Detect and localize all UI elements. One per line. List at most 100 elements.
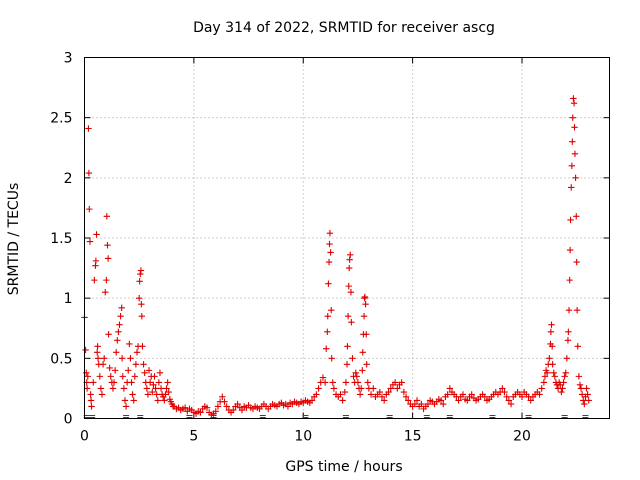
data-point — [223, 403, 230, 410]
data-point — [501, 388, 508, 396]
data-point — [413, 397, 421, 404]
data-point — [162, 391, 169, 398]
data-point — [165, 388, 172, 396]
data-point — [85, 169, 93, 177]
data-point — [499, 385, 506, 392]
gap-marker — [423, 414, 430, 419]
data-points — [81, 95, 592, 419]
data-point — [559, 385, 566, 392]
data-point — [566, 276, 573, 284]
data-point — [130, 397, 137, 404]
data-point — [344, 343, 351, 350]
data-point — [145, 367, 153, 374]
data-point — [104, 255, 112, 262]
data-point — [549, 361, 556, 368]
data-point — [356, 391, 364, 398]
data-point — [570, 95, 577, 102]
x-tick-label: 10 — [294, 429, 312, 445]
data-point — [571, 124, 578, 131]
data-point — [330, 385, 338, 392]
data-point — [153, 391, 160, 398]
data-point — [117, 313, 124, 320]
data-point — [329, 379, 336, 386]
data-point — [503, 393, 510, 401]
y-tick-label: 0 — [64, 412, 73, 428]
data-point — [376, 388, 384, 396]
data-point — [345, 264, 353, 272]
data-point — [91, 276, 98, 284]
gap-marker — [386, 414, 393, 419]
x-tick-label: 20 — [513, 429, 531, 445]
data-point — [150, 381, 157, 389]
y-tick-label: 1 — [64, 291, 73, 307]
data-point — [398, 379, 405, 386]
data-point — [92, 257, 100, 265]
data-point — [573, 258, 580, 266]
gap-marker — [137, 414, 144, 419]
data-point — [87, 391, 94, 398]
data-point — [328, 355, 335, 362]
data-point — [122, 403, 130, 410]
data-point — [339, 397, 346, 404]
data-point — [565, 307, 573, 314]
data-point — [114, 337, 121, 344]
data-point — [536, 391, 543, 398]
data-point — [562, 369, 569, 376]
data-point — [560, 379, 567, 386]
data-point — [221, 398, 228, 405]
data-point — [455, 397, 462, 404]
data-point — [325, 280, 332, 287]
y-tick-label: 2.5 — [50, 111, 72, 127]
data-point — [133, 349, 141, 356]
data-point — [437, 397, 445, 404]
gap-marker — [123, 414, 130, 419]
data-point — [99, 361, 107, 368]
data-point — [341, 388, 349, 396]
data-point — [557, 381, 564, 389]
data-point — [230, 406, 237, 414]
data-point — [570, 100, 578, 107]
data-point — [157, 385, 165, 392]
data-point — [325, 258, 333, 266]
data-point — [568, 162, 576, 169]
data-point — [151, 373, 158, 380]
data-point — [119, 373, 126, 380]
data-point — [359, 367, 366, 374]
data-point — [564, 337, 572, 344]
y-tick-label: 0.5 — [50, 351, 72, 367]
data-point — [90, 379, 97, 386]
data-point — [132, 361, 140, 368]
data-point — [105, 331, 112, 338]
data-point — [324, 313, 331, 320]
data-point — [551, 373, 559, 380]
chart-title: Day 314 of 2022, SRMTID for receiver asc… — [193, 20, 495, 36]
x-tick-label: 0 — [80, 429, 89, 445]
data-point — [394, 385, 401, 392]
data-point — [129, 391, 136, 398]
data-point — [380, 397, 388, 404]
data-point — [141, 369, 148, 376]
data-point — [567, 216, 574, 224]
data-point — [139, 343, 146, 350]
data-point — [104, 242, 111, 249]
data-point — [354, 379, 362, 386]
data-point — [569, 138, 576, 145]
data-point — [212, 408, 219, 415]
data-point — [344, 313, 352, 320]
data-point — [328, 307, 335, 314]
data-point — [518, 393, 526, 401]
data-point — [137, 267, 145, 274]
data-point — [363, 331, 370, 338]
data-point — [540, 379, 548, 386]
data-point — [459, 391, 467, 398]
data-point — [321, 379, 329, 386]
data-point — [128, 379, 135, 386]
y-tick-label: 3 — [64, 51, 73, 67]
data-point — [411, 400, 419, 408]
data-point — [203, 404, 211, 411]
data-point — [125, 367, 132, 374]
data-point — [154, 397, 161, 404]
data-point — [543, 369, 551, 376]
data-point — [102, 288, 109, 296]
data-point — [391, 379, 399, 386]
